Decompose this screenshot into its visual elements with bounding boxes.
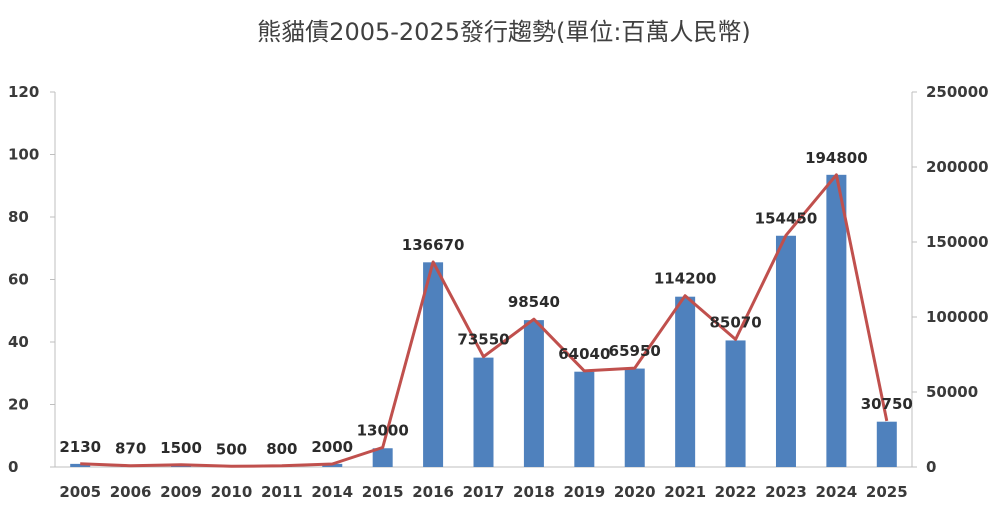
axes: 0 20 40 60 80 100 120 0 50000 100000 150000 200000 2… [8, 83, 989, 476]
bar-series [70, 174, 897, 467]
data-label: 30750 [861, 395, 913, 413]
x-tick-label: 2005 [59, 483, 101, 501]
data-label: 13000 [357, 422, 409, 440]
bar [675, 296, 696, 467]
chart-title: 熊貓債2005-2025發行趨勢(單位:百萬人民幣) [257, 18, 751, 46]
bar [725, 340, 746, 467]
right-tick-label: 150000 [926, 233, 989, 251]
x-tick-label: 2024 [816, 483, 858, 501]
data-label: 136670 [402, 236, 465, 254]
bar [624, 368, 645, 467]
data-label: 73550 [457, 331, 509, 349]
x-tick-label: 2011 [261, 483, 303, 501]
bar [473, 357, 494, 467]
data-label: 85070 [709, 313, 761, 331]
x-tick-label: 2018 [513, 483, 555, 501]
x-tick-label: 2006 [110, 483, 152, 501]
x-tick-label: 2017 [463, 483, 505, 501]
x-tick-label: 2015 [362, 483, 404, 501]
bar [574, 371, 595, 467]
data-label: 154450 [755, 209, 818, 227]
data-label: 870 [115, 440, 146, 458]
x-tick-label: 2025 [866, 483, 908, 501]
left-tick-label: 0 [8, 458, 18, 476]
data-label: 64040 [558, 345, 610, 363]
data-label: 2130 [59, 438, 101, 456]
x-tick-label: 2022 [715, 483, 757, 501]
data-label: 114200 [654, 270, 717, 288]
data-label: 1500 [160, 439, 202, 457]
left-tick-label: 40 [8, 333, 29, 351]
bar [423, 262, 444, 467]
data-label: 800 [266, 440, 297, 458]
x-tick-label: 2020 [614, 483, 656, 501]
bar [826, 174, 847, 467]
bar [876, 421, 897, 467]
data-label: 65950 [609, 342, 661, 360]
right-tick-label: 50000 [926, 383, 978, 401]
data-label: 500 [216, 440, 247, 458]
left-tick-label: 100 [8, 146, 39, 164]
data-label: 2000 [311, 438, 353, 456]
x-tick-label: 2009 [160, 483, 202, 501]
x-axis-ticks: 2005 2006 2009 2010 2011 2014 2015 2016 2017 2018… [59, 483, 907, 501]
data-label: 194800 [805, 149, 868, 167]
right-tick-label: 0 [926, 458, 936, 476]
left-tick-label: 20 [8, 396, 29, 414]
right-tick-label: 100000 [926, 308, 989, 326]
x-tick-label: 2021 [664, 483, 706, 501]
x-tick-label: 2014 [311, 483, 353, 501]
bar [523, 320, 544, 467]
right-tick-label: 250000 [926, 83, 989, 101]
bar [70, 463, 91, 467]
left-tick-label: 60 [8, 271, 29, 289]
right-tick-label: 200000 [926, 158, 989, 176]
bar [372, 448, 393, 467]
x-tick-label: 2016 [412, 483, 454, 501]
bar [775, 235, 796, 467]
data-label: 98540 [508, 293, 560, 311]
left-tick-label: 80 [8, 208, 29, 226]
x-tick-label: 2019 [563, 483, 605, 501]
left-tick-label: 120 [8, 83, 39, 101]
x-tick-label: 2023 [765, 483, 807, 501]
x-tick-label: 2010 [211, 483, 253, 501]
line-series [80, 173, 889, 468]
